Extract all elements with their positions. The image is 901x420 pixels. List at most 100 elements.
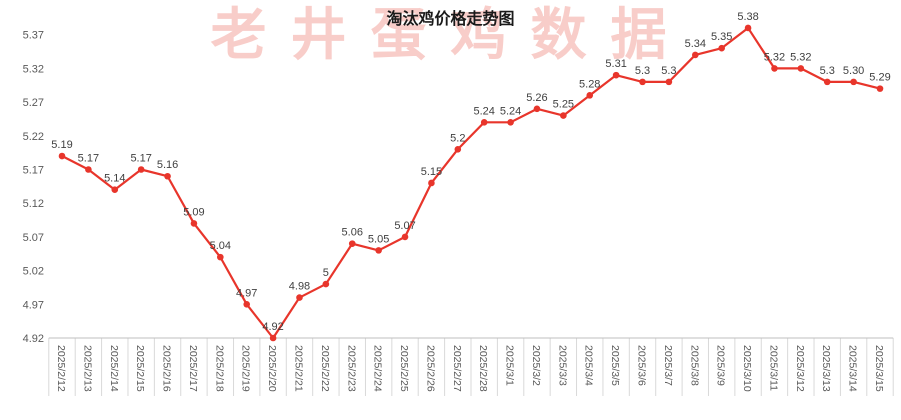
data-point (691, 51, 699, 59)
data-label: 5.3 (820, 65, 835, 77)
data-label: 5.3 (635, 65, 650, 77)
y-axis-tick-label: 5.02 (23, 266, 44, 278)
x-axis-tick-label: 2025/2/21 (292, 345, 304, 392)
x-axis-tick-label: 2025/2/22 (319, 345, 331, 392)
data-point (454, 145, 462, 153)
data-point (269, 334, 277, 342)
data-point (296, 294, 303, 301)
data-label: 5.38 (737, 11, 758, 23)
data-label: 4.98 (289, 281, 310, 293)
x-axis-tick-label: 2025/2/17 (187, 345, 199, 392)
data-label: 5.17 (78, 153, 99, 165)
y-axis-tick-label: 4.92 (23, 333, 44, 345)
data-point (164, 172, 171, 180)
x-axis-tick-label: 2025/2/20 (266, 345, 278, 392)
y-axis-tick-label: 5.17 (23, 165, 44, 177)
data-point (744, 24, 752, 32)
x-axis-tick-label: 2025/3/5 (609, 345, 621, 386)
y-axis-labels: 4.92 4.97 5.02 5.07 5.12 5.17 5.22 5.27 5.32 5.37 (23, 30, 44, 345)
data-point (348, 240, 356, 247)
y-axis-tick-label: 5.22 (23, 131, 44, 143)
data-point (507, 119, 514, 126)
data-label: 5 (323, 267, 329, 279)
data-point (111, 186, 119, 194)
data-label: 5.25 (553, 99, 574, 111)
data-label: 4.92 (262, 321, 283, 333)
data-point (639, 78, 646, 86)
x-axis-tick-label: 2025/2/12 (55, 345, 67, 392)
data-point (401, 233, 409, 241)
x-axis-labels: 2025/2/12 2025/2/13 2025/2/14 2025/2/15 2025… (55, 345, 885, 392)
data-point (190, 220, 198, 227)
x-axis-tick-label: 2025/3/6 (636, 345, 648, 386)
data-label: 5.32 (790, 51, 811, 63)
data-label: 5.2 (450, 132, 465, 144)
data-label: 5.35 (711, 31, 732, 43)
data-point (850, 78, 857, 86)
data-point (428, 179, 435, 187)
data-label: 5.06 (342, 227, 363, 239)
data-point (533, 105, 541, 113)
x-axis-tick-label: 2025/2/18 (213, 345, 225, 392)
data-label: 5.32 (764, 51, 785, 63)
x-axis-tick-label: 2025/2/13 (81, 345, 93, 392)
data-label: 5.09 (183, 206, 204, 218)
data-label: 5.19 (51, 139, 72, 151)
data-point (480, 119, 488, 126)
data-label: 5.14 (104, 173, 125, 185)
data-point (322, 280, 330, 288)
data-point (718, 44, 725, 52)
x-axis-tick-label: 2025/3/14 (847, 345, 859, 392)
data-point (586, 92, 594, 99)
data-point (797, 65, 805, 72)
x-tick-marks (48, 338, 894, 396)
y-axis-tick-label: 5.27 (23, 97, 44, 109)
data-point (85, 166, 92, 173)
x-axis-tick-label: 2025/2/14 (108, 345, 120, 392)
data-label: 5.34 (685, 38, 706, 50)
x-axis-tick-label: 2025/3/9 (715, 345, 727, 386)
data-point (771, 65, 778, 72)
data-label: 5.16 (157, 159, 178, 171)
x-axis-tick-label: 2025/3/4 (583, 345, 595, 386)
x-axis-tick-label: 2025/3/2 (530, 345, 542, 386)
chart-title: 淘汰鸡价格走势图 (386, 11, 515, 28)
data-labels: 5.19 5.17 5.14 5.17 5.16 5.09 5.04 4.97 4.92 4.98… (51, 11, 890, 333)
price-line (60, 26, 882, 340)
data-label: 5.15 (421, 166, 442, 178)
data-label: 5.31 (605, 58, 626, 70)
data-label: 5.24 (473, 105, 494, 117)
data-point (665, 78, 673, 86)
data-label: 5.24 (500, 105, 521, 117)
x-axis-tick-label: 2025/2/19 (240, 345, 252, 392)
data-point (823, 78, 831, 86)
x-axis-tick-label: 2025/3/15 (873, 345, 885, 392)
data-point (560, 112, 567, 119)
data-label: 4.97 (236, 287, 257, 299)
data-point (375, 247, 382, 254)
data-label: 5.29 (869, 72, 890, 84)
x-axis-tick-label: 2025/2/28 (477, 345, 489, 392)
data-label: 5.04 (210, 240, 231, 252)
x-axis-tick-label: 2025/3/7 (662, 345, 674, 386)
x-axis-tick-label: 2025/2/15 (134, 345, 146, 392)
data-label: 5.17 (130, 153, 151, 165)
x-axis-tick-label: 2025/2/24 (372, 345, 384, 392)
data-point (217, 253, 224, 261)
data-point (612, 71, 620, 79)
data-label: 5.05 (368, 233, 389, 245)
data-label: 5.28 (579, 78, 600, 90)
x-axis-tick-label: 2025/3/13 (820, 345, 832, 392)
x-axis-tick-label: 2025/2/16 (161, 345, 173, 392)
x-axis-tick-label: 2025/2/23 (345, 345, 357, 392)
x-axis-tick-label: 2025/3/3 (556, 345, 568, 386)
y-axis-tick-label: 4.97 (23, 299, 44, 311)
data-label: 5.07 (394, 220, 415, 232)
data-label: 5.3 (661, 65, 676, 77)
x-axis-tick-label: 2025/2/26 (424, 345, 436, 392)
x-axis-tick-label: 2025/2/27 (451, 345, 463, 392)
y-axis-tick-label: 5.32 (23, 63, 44, 75)
data-point (876, 85, 884, 92)
data-point (243, 301, 251, 308)
